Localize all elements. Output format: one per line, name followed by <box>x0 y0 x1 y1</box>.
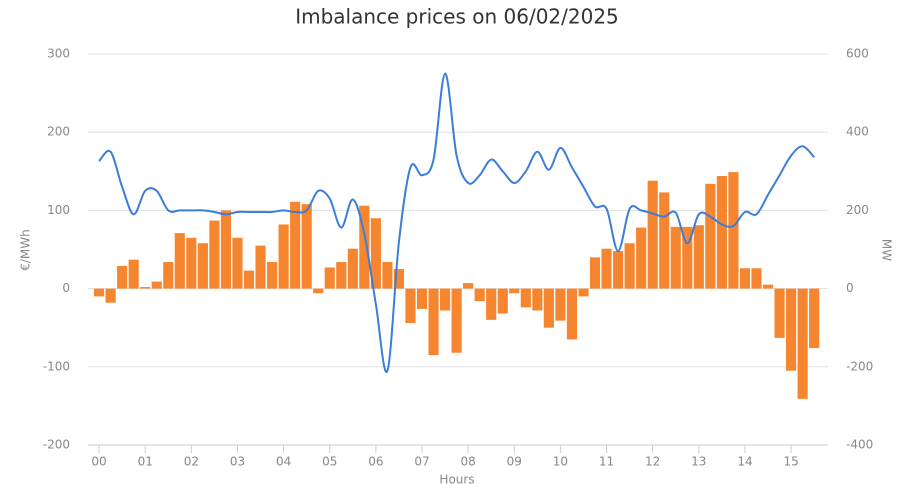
x-tick-label: 12 <box>645 455 660 469</box>
chart-title: Imbalance prices on 06/02/2025 <box>295 5 619 29</box>
bar <box>613 251 624 289</box>
y-axis-label: €/MWh <box>19 229 33 271</box>
bar <box>232 237 243 289</box>
bar <box>797 288 808 399</box>
x-tick-label: 05 <box>322 455 337 469</box>
bar <box>347 248 358 289</box>
bar <box>566 288 578 340</box>
bar <box>174 233 185 289</box>
bar <box>336 262 347 289</box>
x-tick-label: 07 <box>414 455 429 469</box>
x-axis-label: Hours <box>439 473 474 484</box>
bar <box>578 288 589 297</box>
bar <box>509 288 520 294</box>
y2-tick-label: 400 <box>846 125 869 139</box>
bar <box>497 288 508 314</box>
bar <box>301 204 312 289</box>
bar <box>601 248 612 289</box>
x-tick-label: 11 <box>599 455 614 469</box>
bar <box>128 259 139 289</box>
bar <box>589 257 601 289</box>
x-tick-label: 06 <box>368 455 383 469</box>
bar <box>647 180 658 289</box>
y2-axis-label: MW <box>880 239 894 261</box>
bar <box>486 288 497 320</box>
x-tick-label: 02 <box>184 455 199 469</box>
y2-tick-label: -400 <box>846 438 873 452</box>
bar <box>762 284 774 289</box>
bar <box>313 288 324 294</box>
bar <box>197 243 208 289</box>
bar <box>255 245 266 289</box>
bar <box>151 281 162 289</box>
bar <box>209 220 220 289</box>
x-tick-label: 03 <box>230 455 245 469</box>
bar <box>555 288 566 321</box>
y-tick-label: 100 <box>47 203 70 217</box>
y2-tick-label: -200 <box>846 359 873 373</box>
bar <box>416 288 428 309</box>
bar <box>220 210 232 289</box>
bar <box>382 262 393 289</box>
bar <box>670 226 681 289</box>
bar <box>693 225 704 289</box>
y-tick-label: 300 <box>47 47 70 61</box>
bar <box>520 288 531 308</box>
y-tick-label: 0 <box>62 281 70 295</box>
y2-tick-label: 0 <box>846 281 854 295</box>
bar <box>405 288 416 324</box>
x-tick-label: 01 <box>138 455 153 469</box>
bar <box>393 269 405 289</box>
x-tick-label: 14 <box>737 455 752 469</box>
bar <box>117 265 128 289</box>
bar <box>163 262 174 289</box>
x-tick-label: 00 <box>91 455 106 469</box>
bar <box>324 267 335 289</box>
bar <box>751 268 762 289</box>
x-tick-label: 09 <box>507 455 522 469</box>
bar <box>267 262 278 289</box>
bar <box>186 237 197 289</box>
bar <box>739 268 751 289</box>
bar <box>774 288 785 338</box>
bar <box>728 172 739 289</box>
bar <box>659 192 670 289</box>
x-tick-label: 08 <box>461 455 476 469</box>
bar <box>93 288 105 297</box>
y-tick-label: 200 <box>47 125 70 139</box>
bar <box>440 288 451 311</box>
bar <box>543 288 554 328</box>
bar <box>278 224 289 289</box>
bar <box>370 218 381 289</box>
bar <box>624 243 635 289</box>
bar <box>716 175 727 289</box>
bar <box>428 288 439 356</box>
bar <box>243 270 255 289</box>
price-line <box>98 72 815 373</box>
x-tick-label: 13 <box>691 455 706 469</box>
y2-tick-label: 600 <box>846 47 869 61</box>
x-tick-label: 15 <box>783 455 798 469</box>
bar <box>474 288 485 302</box>
bar <box>140 287 151 289</box>
bar <box>809 288 820 349</box>
bar <box>705 183 716 289</box>
y2-tick-label: 200 <box>846 203 869 217</box>
bar <box>359 205 370 289</box>
y-tick-label: -200 <box>43 438 70 452</box>
bar <box>636 227 647 289</box>
bar <box>682 226 693 289</box>
bar <box>786 288 797 371</box>
x-tick-label: 10 <box>553 455 568 469</box>
bar <box>532 288 543 311</box>
bar <box>105 288 116 303</box>
y-tick-label: -100 <box>43 359 70 373</box>
x-tick-label: 04 <box>276 455 291 469</box>
bar <box>463 283 474 289</box>
bar <box>451 288 462 353</box>
bar <box>290 201 301 289</box>
